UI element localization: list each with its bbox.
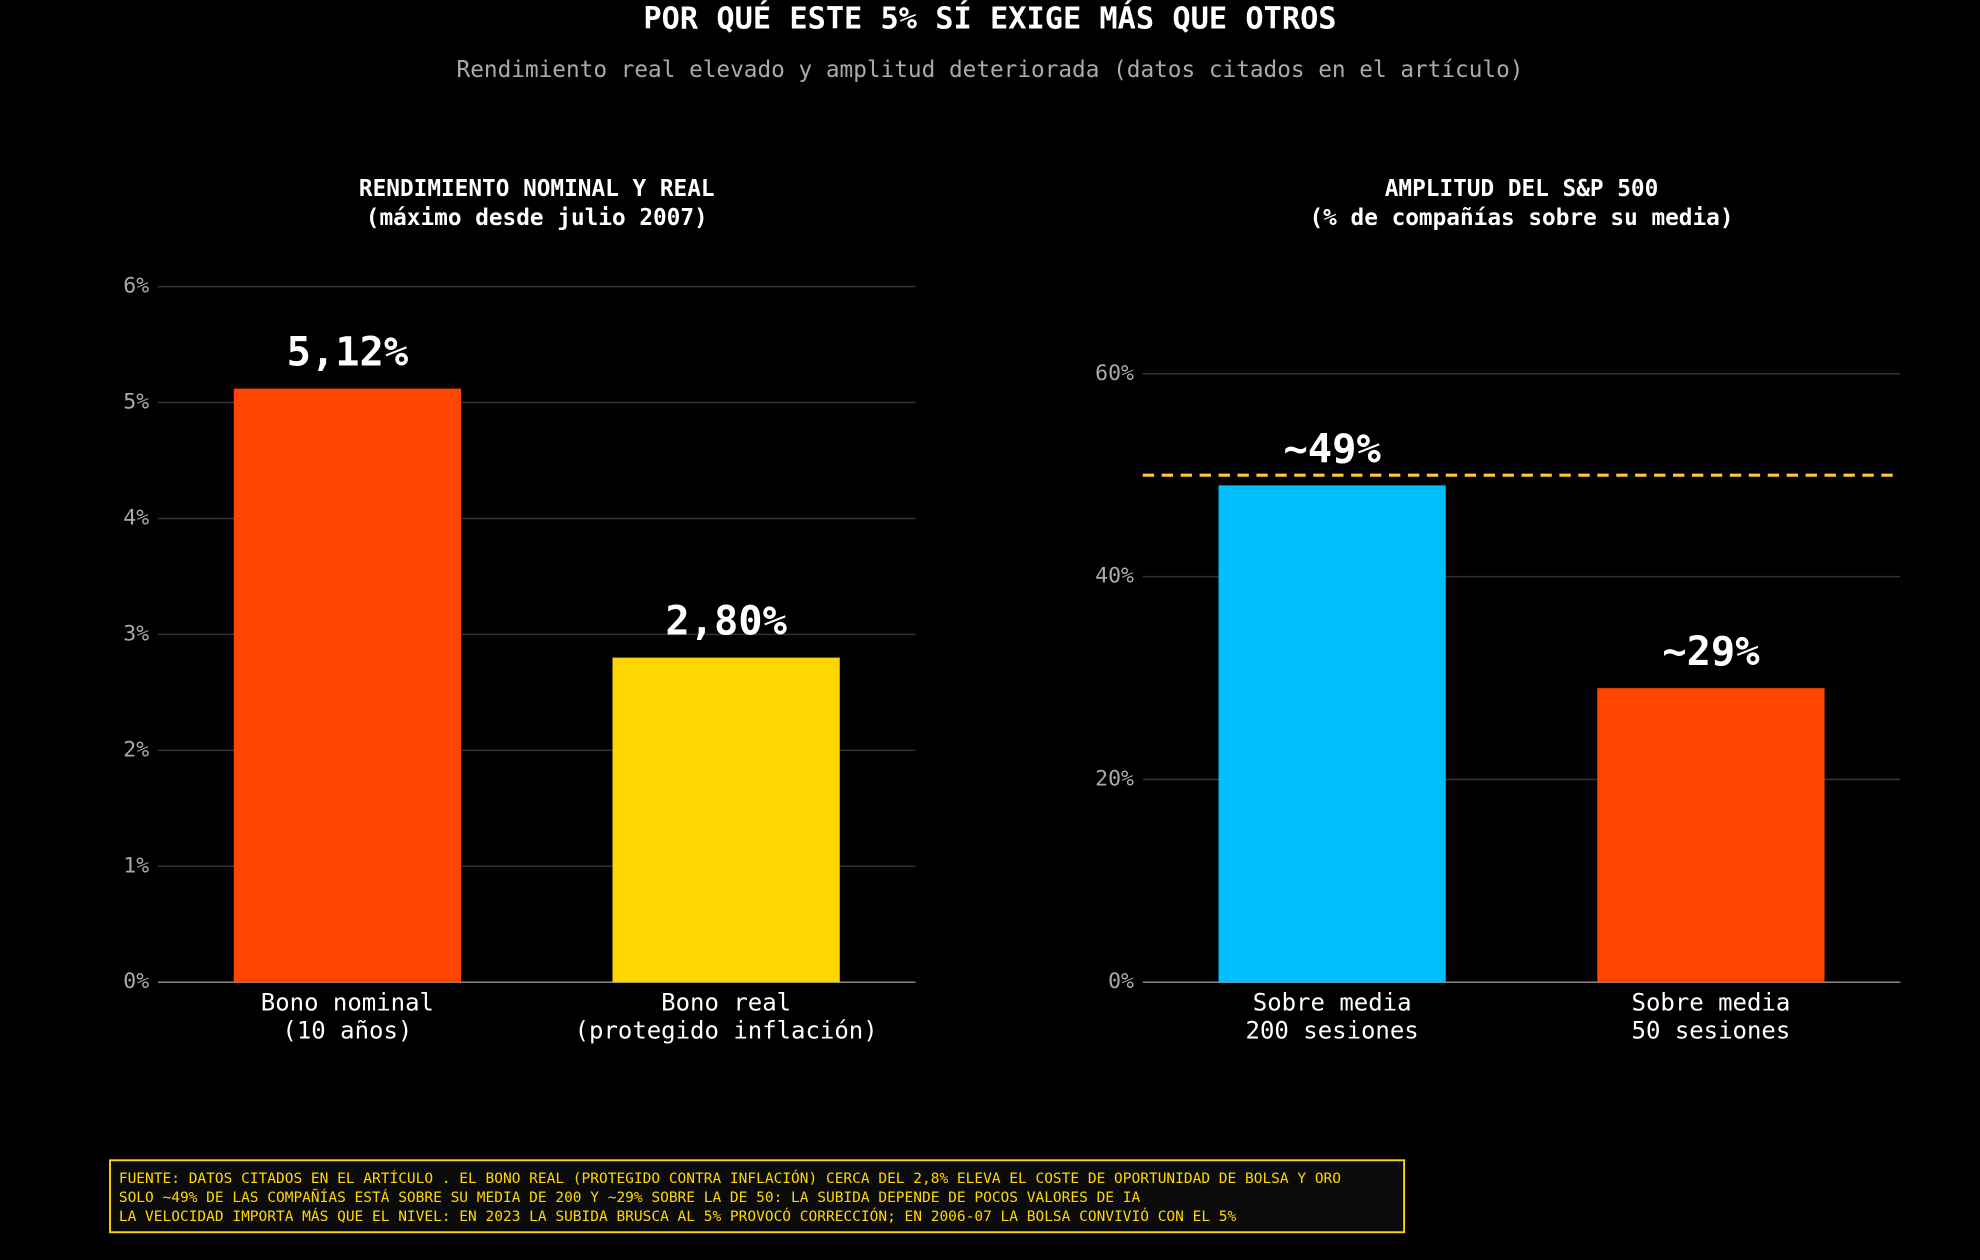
subtitle: Rendimiento real elevado y amplitud dete… xyxy=(457,57,1524,83)
x-tick-label: 200 sesiones xyxy=(1246,1016,1419,1044)
x-tick-label: Sobre media xyxy=(1253,989,1412,1017)
value-label: 2,80% xyxy=(665,597,787,645)
footer-line: LA VELOCIDAD IMPORTA MÁS QUE EL NIVEL: E… xyxy=(119,1207,1237,1225)
y-tick-label: 3% xyxy=(123,621,149,646)
value-label: ~29% xyxy=(1662,627,1760,675)
value-label: ~49% xyxy=(1284,424,1382,472)
bar xyxy=(233,388,462,983)
bar xyxy=(612,657,840,983)
x-tick-label: (protegido inflación) xyxy=(575,1016,878,1044)
y-tick-label: 4% xyxy=(123,505,149,530)
y-tick-label: 1% xyxy=(123,853,149,878)
x-tick-label: Bono real xyxy=(661,989,791,1017)
x-tick-label: 50 sesiones xyxy=(1632,1016,1791,1044)
x-tick-label: Sobre media xyxy=(1632,989,1791,1017)
panel-title: AMPLITUD DEL S&P 500 xyxy=(1385,176,1659,202)
value-label: 5,12% xyxy=(287,328,409,376)
x-tick-label: (10 años) xyxy=(282,1016,412,1044)
footer-box xyxy=(109,1159,1406,1234)
title: POR QUÉ ESTE 5% SÍ EXIGE MÁS QUE OTROS xyxy=(643,1,1336,37)
footer-line: SOLO ~49% DE LAS COMPAÑÍAS ESTÁ SOBRE SU… xyxy=(119,1189,1141,1206)
y-tick-label: 2% xyxy=(123,737,149,762)
y-tick-label: 5% xyxy=(123,390,149,415)
y-tick-label: 20% xyxy=(1095,766,1134,791)
x-tick-label: Bono nominal xyxy=(261,989,434,1017)
panel-title: RENDIMIENTO NOMINAL Y REAL xyxy=(359,176,715,202)
y-tick-label: 6% xyxy=(123,274,149,299)
panel-title: (% de compañías sobre su media) xyxy=(1310,205,1734,231)
y-tick-label: 0% xyxy=(1108,969,1134,994)
bar xyxy=(1218,485,1446,983)
y-tick-label: 60% xyxy=(1095,361,1134,386)
bar xyxy=(1597,688,1825,983)
footer-line: FUENTE: DATOS CITADOS EN EL ARTÍCULO . E… xyxy=(119,1169,1341,1187)
y-tick-label: 40% xyxy=(1095,564,1134,589)
y-tick-label: 0% xyxy=(123,969,149,994)
panel-title: (máximo desde julio 2007) xyxy=(366,205,708,231)
